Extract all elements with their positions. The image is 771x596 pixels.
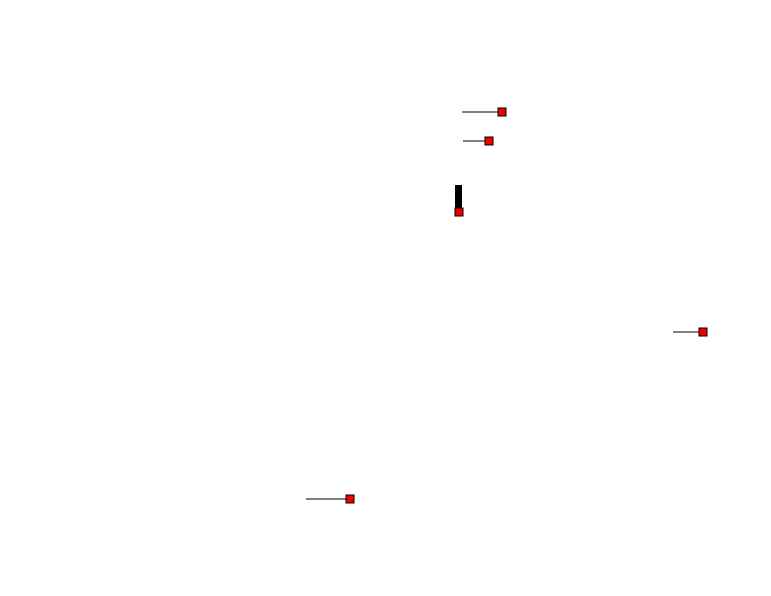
vertical-bar [455, 185, 462, 210]
point-marker[interactable] [698, 327, 708, 337]
point-marker[interactable] [497, 107, 507, 117]
annotation-3[interactable] [454, 185, 464, 217]
annotation-1[interactable] [462, 107, 507, 117]
point-marker[interactable] [484, 136, 494, 146]
annotation-4[interactable] [673, 327, 708, 337]
annotation-5[interactable] [306, 494, 355, 504]
annotation-layer [306, 107, 708, 504]
point-marker[interactable] [454, 207, 464, 217]
point-marker[interactable] [345, 494, 355, 504]
annotation-2[interactable] [463, 136, 494, 146]
